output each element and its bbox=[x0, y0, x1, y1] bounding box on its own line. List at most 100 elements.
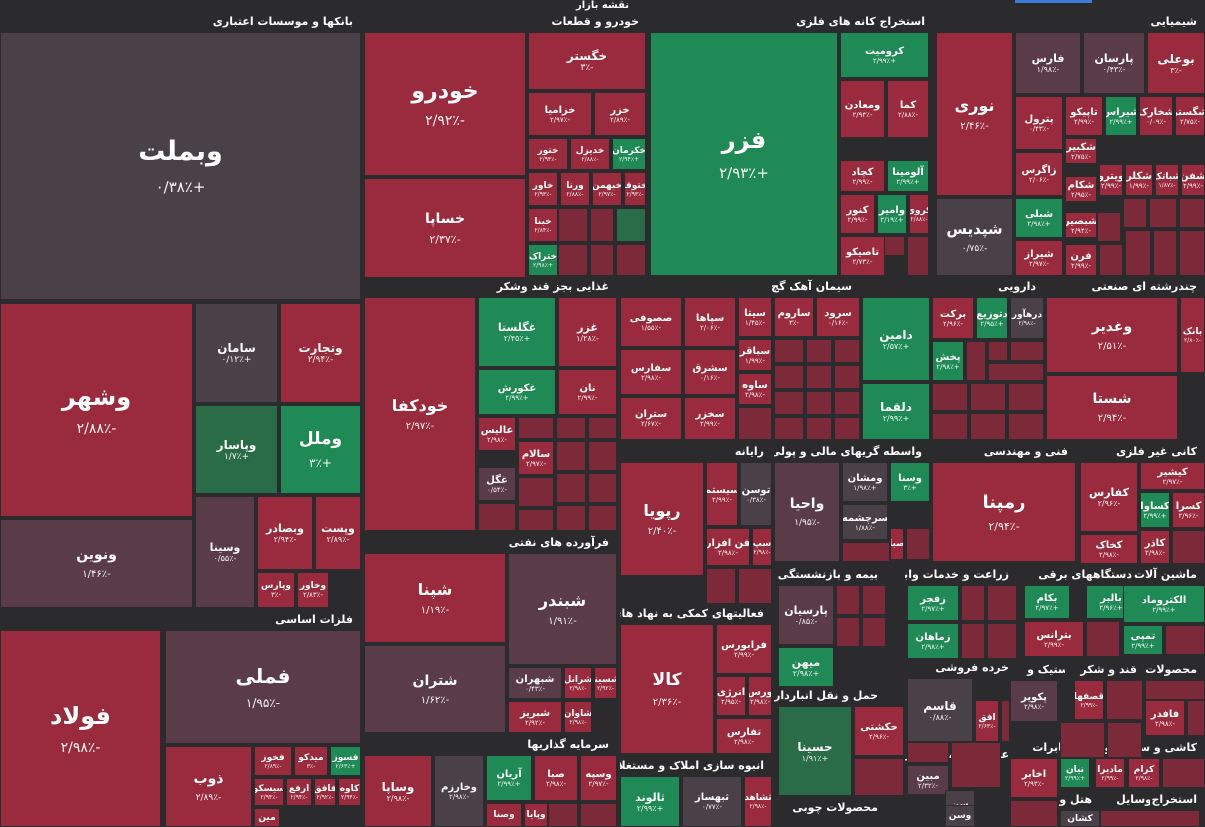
stock-tile-khzar[interactable]: خزر -۲/۸۹٪ bbox=[594, 92, 646, 136]
stock-tile-kashan[interactable]: کشان bbox=[1060, 810, 1100, 827]
stock-tile-small[interactable] bbox=[1149, 198, 1177, 228]
stock-tile-khgostar[interactable]: خگستر -۳٪ bbox=[528, 32, 646, 90]
stock-tile-small[interactable] bbox=[548, 803, 578, 827]
stock-tile-small[interactable] bbox=[518, 509, 554, 531]
stock-tile-vparis[interactable]: وپارس -۳٪ bbox=[257, 572, 295, 608]
stock-tile-varas[interactable]: ورس -۲/۹۸٪ bbox=[748, 676, 772, 716]
stock-tile-small[interactable] bbox=[1187, 700, 1205, 736]
stock-tile-madira[interactable]: مادیرا -۲/۹۹٪ bbox=[1095, 758, 1125, 788]
stock-tile-tbahsaz[interactable]: ثبهساز -۰/۷۷٪ bbox=[682, 776, 742, 827]
stock-tile-small[interactable] bbox=[1107, 722, 1142, 758]
stock-tile-khbahman[interactable]: خبهمن -۲/۹۷٪ bbox=[592, 172, 622, 206]
stock-tile-small[interactable] bbox=[862, 617, 886, 647]
stock-tile-tasisko[interactable]: تاصیکو -۲/۷۳٪ bbox=[840, 236, 885, 276]
stock-tile-kala[interactable]: کالا -۲/۳۶٪ bbox=[620, 624, 714, 754]
stock-tile-ksava[interactable]: کساوا +۲/۹۹٪ bbox=[1140, 492, 1170, 528]
stock-tile-small[interactable] bbox=[1008, 383, 1044, 411]
stock-tile-faraboors[interactable]: فرابورس -۲/۹۹٪ bbox=[716, 624, 772, 674]
stock-tile-vbmellat[interactable]: وبملت +۰/۳۸٪ bbox=[0, 32, 361, 300]
stock-tile-ghazar[interactable]: غزر -۱/۲۸٪ bbox=[558, 297, 617, 367]
stock-tile-vtejarat[interactable]: وتجارت -۲/۹۴٪ bbox=[280, 303, 361, 403]
stock-tile-small[interactable] bbox=[774, 391, 804, 415]
sector-header-insurance[interactable]: بیمه و بازنشستگی bbox=[774, 565, 886, 585]
stock-tile-ghasem[interactable]: قاسم -۰/۸۸٪ bbox=[907, 678, 973, 742]
stock-tile-small[interactable] bbox=[1123, 198, 1147, 228]
stock-tile-small[interactable] bbox=[1008, 413, 1044, 440]
stock-tile-small[interactable] bbox=[556, 441, 586, 471]
stock-tile-mein[interactable]: مین bbox=[254, 808, 280, 827]
stock-tile-sistem[interactable]: سیستم-۲/۹۹٪ bbox=[706, 462, 738, 526]
sector-header-computer[interactable]: رایانه bbox=[620, 442, 772, 462]
stock-tile-kshisher[interactable]: کیشیر -۲/۹۷٪ bbox=[1140, 462, 1205, 490]
stock-tile-sarood[interactable]: سرود -۰/۱۶٪ bbox=[816, 297, 860, 337]
stock-tile-khbenz[interactable]: خبنا -۲/۸۴٪ bbox=[528, 208, 558, 242]
stock-tile-small[interactable] bbox=[588, 473, 617, 503]
sector-header-retail[interactable]: خرده فروشی bbox=[905, 658, 1017, 678]
stock-tile-sarchesh[interactable]: سرچشمه -۱/۸۸٪ bbox=[842, 504, 888, 540]
stock-tile-shtran[interactable]: شتران -۱/۶۲٪ bbox=[364, 645, 506, 733]
stock-tile-vmoshan[interactable]: ومشان +۱/۹۸٪ bbox=[842, 462, 888, 502]
stock-tile-foolad[interactable]: فولاد -۲/۹۸٪ bbox=[0, 630, 161, 827]
stock-tile-small[interactable] bbox=[1165, 625, 1205, 655]
stock-tile-knoor[interactable]: کنور -۲/۹۹٪ bbox=[840, 194, 875, 234]
stock-tile-shpena[interactable]: شپنا -۱/۱۹٪ bbox=[364, 553, 506, 643]
stock-tile-small[interactable] bbox=[556, 505, 586, 531]
stock-tile-shranol[interactable]: شرانل -۲/۹۸٪ bbox=[564, 667, 592, 699]
stock-tile-small[interactable] bbox=[1145, 680, 1205, 700]
stock-tile-vasn[interactable]: وسن bbox=[945, 805, 975, 827]
stock-tile-vrana[interactable]: ورنا -۲/۸۸٪ bbox=[560, 172, 590, 206]
stock-tile-kafaras[interactable]: کفارس -۲/۹۶٪ bbox=[1080, 462, 1138, 532]
stock-tile-ghasfaha[interactable]: قصفها -۲/۹۹٪ bbox=[1074, 680, 1104, 720]
stock-tile-arian[interactable]: آریان +۲/۹۹٪ bbox=[486, 755, 532, 801]
sector-header-ceramic[interactable]: کاشی و سرامیک bbox=[1128, 738, 1205, 758]
stock-tile-khodkafa[interactable]: خودکفا -۲/۹۷٪ bbox=[364, 297, 476, 531]
sector-header-chemical[interactable]: شیمیایی bbox=[936, 12, 1205, 32]
stock-tile-kgol[interactable]: کروی-۲/۸۸٪ bbox=[909, 194, 929, 234]
sector-header-sugar[interactable]: قند و شکر bbox=[1065, 660, 1145, 680]
stock-tile-small[interactable] bbox=[966, 341, 986, 381]
stock-tile-nan[interactable]: نان -۲/۹۹٪ bbox=[558, 369, 617, 415]
stock-tile-midko[interactable]: میدکو -۳٪ bbox=[294, 746, 328, 776]
stock-tile-small[interactable] bbox=[1010, 800, 1058, 827]
stock-tile-bkam[interactable]: بکام +۲/۹۷٪ bbox=[1024, 585, 1070, 619]
stock-tile-zamahan[interactable]: زماهان +۲/۹۸٪ bbox=[907, 623, 959, 659]
stock-tile-rapia[interactable]: رپویا -۲/۴۰٪ bbox=[620, 462, 704, 576]
stock-tile-small[interactable] bbox=[1172, 530, 1205, 564]
sector-header-extraction2[interactable]: استخراج bbox=[1150, 790, 1205, 810]
stock-tile-shtabriz[interactable]: شبریز -۲/۹۲٪ bbox=[508, 701, 562, 733]
stock-tile-kama[interactable]: کما -۲/۸۸٪ bbox=[887, 80, 929, 138]
sector-header-transport[interactable]: حمل و نقل انبارداری و bbox=[774, 686, 886, 706]
stock-tile-small[interactable] bbox=[906, 528, 930, 560]
stock-tile-small[interactable] bbox=[834, 417, 860, 440]
stock-tile-small[interactable] bbox=[961, 585, 985, 621]
stock-tile-vitro[interactable]: ویترو -۲/۹۹٪ bbox=[1099, 164, 1123, 196]
stock-tile-mobin[interactable]: مبین -۲/۳۲٪ bbox=[907, 765, 949, 795]
stock-tile-zagros[interactable]: زاگرس -۲/۰۶٪ bbox=[1015, 152, 1063, 196]
stock-tile-small[interactable] bbox=[854, 758, 904, 796]
stock-tile-energy[interactable]: انرژی -۲/۹۵٪ bbox=[716, 676, 746, 716]
stock-tile-small[interactable] bbox=[738, 407, 772, 440]
stock-tile-kasra[interactable]: کسرا -۲/۹۶٪ bbox=[1172, 492, 1205, 528]
sector-header-nonmetal[interactable]: کانی غیر فلزی bbox=[1078, 442, 1205, 462]
stock-tile-electromad[interactable]: الکتروماد +۲/۹۹٪ bbox=[1123, 585, 1205, 623]
stock-tile-tafars[interactable]: تفارس -۲/۹۸٪ bbox=[716, 718, 772, 754]
stock-tile-small[interactable] bbox=[1100, 810, 1200, 827]
stock-tile-small[interactable] bbox=[806, 339, 832, 363]
stock-tile-small[interactable] bbox=[834, 365, 860, 389]
stock-tile-small[interactable] bbox=[970, 383, 1006, 411]
stock-tile-faran[interactable]: فرن -۲/۹۹٪ bbox=[1065, 244, 1097, 276]
stock-tile-saba[interactable]: صبا bbox=[890, 528, 904, 560]
stock-tile-small[interactable] bbox=[988, 341, 1008, 361]
stock-tile-fafdar[interactable]: فافدر -۲/۹۸٪ bbox=[1145, 700, 1185, 736]
stock-tile-alis[interactable]: عالیس -۲/۹۸٪ bbox=[478, 417, 516, 451]
stock-tile-vapaya[interactable]: وپایا bbox=[524, 803, 548, 827]
stock-tile-small[interactable] bbox=[518, 417, 554, 439]
sector-header-construction[interactable]: انبوه سازی املاک و مستغلات bbox=[620, 756, 772, 776]
sector-header-agri[interactable]: زراعت و خدمات وابسته bbox=[905, 565, 1017, 585]
stock-tile-faghaf[interactable]: فافق -۲/۹۲٪ bbox=[314, 778, 336, 806]
stock-tile-saveh[interactable]: ساوه -۲/۹۸٪ bbox=[738, 373, 772, 405]
stock-tile-small[interactable] bbox=[558, 208, 588, 242]
stock-tile-sisko[interactable]: سیسکو -۲/۹۴٪ bbox=[254, 778, 284, 806]
stock-tile-small[interactable] bbox=[806, 391, 832, 415]
stock-tile-small[interactable] bbox=[588, 505, 617, 531]
